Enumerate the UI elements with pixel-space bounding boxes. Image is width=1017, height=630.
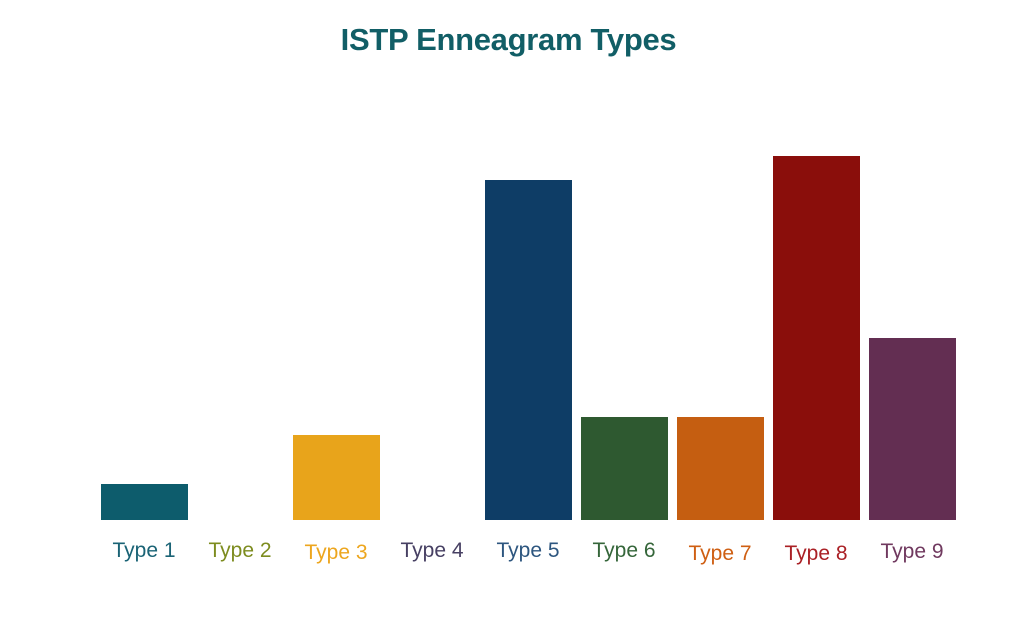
category-label-type-6: Type 6	[592, 539, 656, 562]
category-label-type-1: Type 1	[112, 539, 176, 562]
category-label-type-9: Type 9	[880, 540, 944, 563]
bar-type-6	[580, 417, 668, 520]
chart-column-type-8	[768, 156, 864, 520]
category-labels-row: Type 1 Type 2 Type 3 Type 4 Type 5 Type 6 Type…	[96, 539, 960, 565]
bar-type-8	[772, 156, 860, 520]
bar-type-5	[484, 180, 572, 520]
bar-type-9	[868, 338, 956, 520]
chart-column-type-6	[576, 156, 672, 520]
chart-column-type-9	[864, 156, 960, 520]
category-label-type-2: Type 2	[208, 539, 272, 562]
chart-column-type-3	[288, 156, 384, 520]
chart-title: ISTP Enneagram Types	[340, 22, 677, 57]
chart-column-type-5	[480, 156, 576, 520]
bar-type-7	[676, 417, 764, 520]
bars-row	[96, 156, 960, 520]
chart-column-type-4	[384, 156, 480, 520]
category-label-type-4: Type 4	[400, 539, 464, 562]
category-label-type-8: Type 8	[784, 542, 848, 565]
bar-chart: Type 1 Type 2 Type 3 Type 4 Type 5 Type 6 Type…	[96, 156, 960, 565]
bar-type-3	[292, 435, 380, 520]
chart-column-type-7	[672, 156, 768, 520]
chart-column-type-2	[192, 156, 288, 520]
bar-type-1	[100, 484, 188, 520]
category-label-type-7: Type 7	[688, 542, 752, 565]
chart-column-type-1	[96, 156, 192, 520]
category-label-type-5: Type 5	[496, 539, 560, 562]
category-label-type-3: Type 3	[304, 541, 368, 564]
